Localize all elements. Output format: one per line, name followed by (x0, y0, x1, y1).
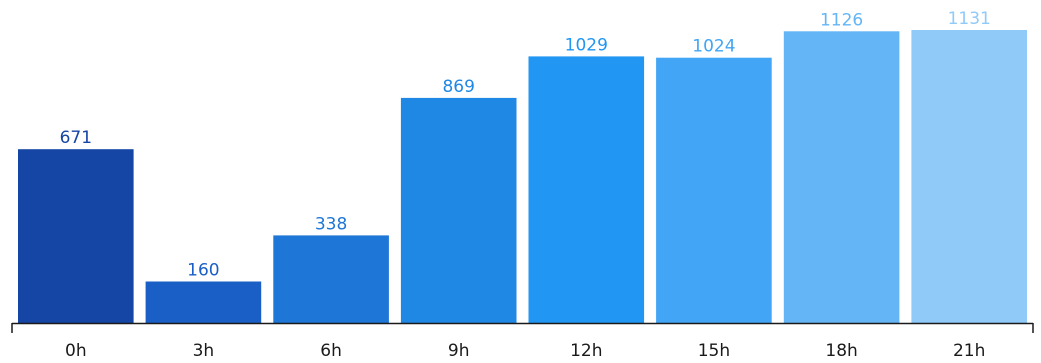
bar-value-label-3h: 160 (187, 261, 219, 281)
x-tick-label-18h: 18h (825, 341, 857, 361)
bar-value-label-15h: 1024 (692, 37, 735, 57)
bar-18h (783, 31, 900, 324)
x-tick-labels: 0h 3h 6h 9h 12h 15h 18h 21h (65, 341, 985, 361)
bar-0h (18, 149, 134, 323)
x-tick-label-12h: 12h (570, 341, 602, 361)
bars-layer (18, 30, 1027, 324)
x-tick-label-21h: 21h (953, 341, 985, 361)
x-tick-label-0h: 0h (65, 341, 87, 361)
bar-value-label-0h: 671 (60, 128, 92, 148)
bar-value-label-12h: 1029 (565, 35, 608, 55)
bar-3h (145, 281, 262, 323)
bar-value-label-18h: 1126 (820, 10, 863, 30)
x-axis (11, 322, 1034, 333)
bar-12h (528, 56, 645, 324)
value-labels-layer: 671 160 338 869 1029 1024 1126 1131 (60, 9, 991, 281)
x-tick-label-9h: 9h (448, 341, 470, 361)
x-tick-label-15h: 15h (698, 341, 730, 361)
bar-9h (400, 97, 517, 324)
bar-value-label-9h: 869 (442, 77, 474, 97)
bar-value-label-21h: 1131 (948, 9, 991, 29)
bar-21h (911, 30, 1027, 323)
bar-15h (656, 57, 772, 323)
x-tick-label-3h: 3h (193, 341, 215, 361)
x-tick-label-6h: 6h (320, 341, 342, 361)
bar-6h (273, 235, 389, 323)
bar-value-label-6h: 338 (315, 214, 347, 234)
